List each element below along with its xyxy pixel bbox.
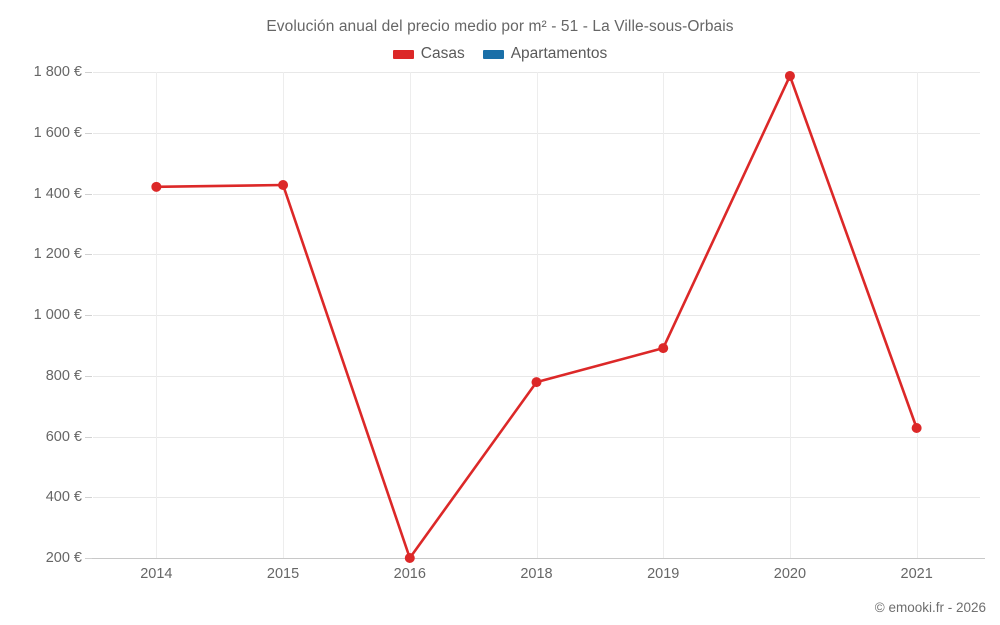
- y-axis-tick-mark: [85, 558, 92, 559]
- y-axis-tick-mark: [85, 254, 92, 256]
- y-axis-tick-mark: [85, 132, 92, 134]
- gridline-vertical: [536, 72, 538, 558]
- y-axis-tick-label: 800 €: [45, 367, 82, 384]
- y-axis: 200 € 400 € 600 € 800 € 1 000 € 1 200 € 1 400 …: [0, 0, 82, 625]
- x-axis-line: [85, 558, 985, 559]
- legend-swatch-apartamentos: [482, 49, 504, 59]
- x-axis-tick-label: 2021: [900, 566, 933, 582]
- x-axis-tick-label: 2020: [773, 566, 807, 582]
- legend-swatch-casas: [392, 49, 414, 59]
- y-axis-tick-label: 1 800 €: [33, 64, 82, 80]
- y-axis-tick-label: 1 400 €: [33, 185, 82, 202]
- y-axis-tick-label: 400 €: [45, 489, 82, 506]
- y-axis-tick-label: 1 000 €: [33, 307, 82, 323]
- series-line-casas: [155, 74, 918, 560]
- x-axis-tick-label: 2015: [266, 566, 300, 582]
- x-axis-tick-label: 2014: [140, 566, 173, 582]
- y-axis-tick-label: 200 €: [45, 550, 82, 566]
- gridline-vertical: [916, 72, 918, 558]
- data-point-marker[interactable]: [911, 423, 922, 433]
- data-point-marker[interactable]: [278, 180, 289, 190]
- x-axis-tick-label: 2018: [520, 566, 553, 582]
- chart-legend: Casas Apartamentos: [0, 45, 1000, 63]
- y-axis-tick-mark: [85, 315, 92, 316]
- y-axis-tick-mark: [85, 375, 92, 377]
- gridline-vertical: [156, 72, 158, 558]
- data-point-marker[interactable]: [658, 343, 669, 354]
- legend-item-apartamentos[interactable]: Apartamentos: [482, 45, 608, 63]
- y-axis-tick-label: 1 200 €: [33, 246, 82, 263]
- y-axis-tick-mark: [85, 193, 92, 195]
- gridline-vertical: [283, 72, 285, 558]
- gridline-vertical: [409, 72, 411, 558]
- y-axis-tick-label: 1 600 €: [33, 124, 82, 141]
- copyright-credit: © emooki.fr - 2026: [874, 600, 986, 615]
- y-axis-tick-mark: [85, 497, 92, 499]
- y-axis-tick-mark: [85, 436, 92, 438]
- y-axis-tick-mark: [85, 72, 92, 73]
- data-point-marker[interactable]: [531, 377, 542, 388]
- legend-label-casas: Casas: [420, 45, 465, 62]
- x-axis-tick-label: 2019: [647, 566, 680, 582]
- data-point-marker[interactable]: [151, 181, 162, 192]
- x-axis-tick-label: 2016: [393, 566, 426, 582]
- plot-area: [93, 72, 980, 559]
- page-title: Evolución anual del precio medio por m² …: [266, 18, 734, 35]
- gridline-vertical: [789, 72, 791, 558]
- gridline-vertical: [663, 72, 665, 558]
- data-point-marker[interactable]: [404, 553, 415, 563]
- data-point-marker[interactable]: [784, 70, 795, 81]
- legend-label-apartamentos: Apartamentos: [510, 45, 608, 62]
- legend-item-casas[interactable]: Casas: [392, 45, 465, 63]
- y-axis-tick-label: 600 €: [45, 428, 82, 445]
